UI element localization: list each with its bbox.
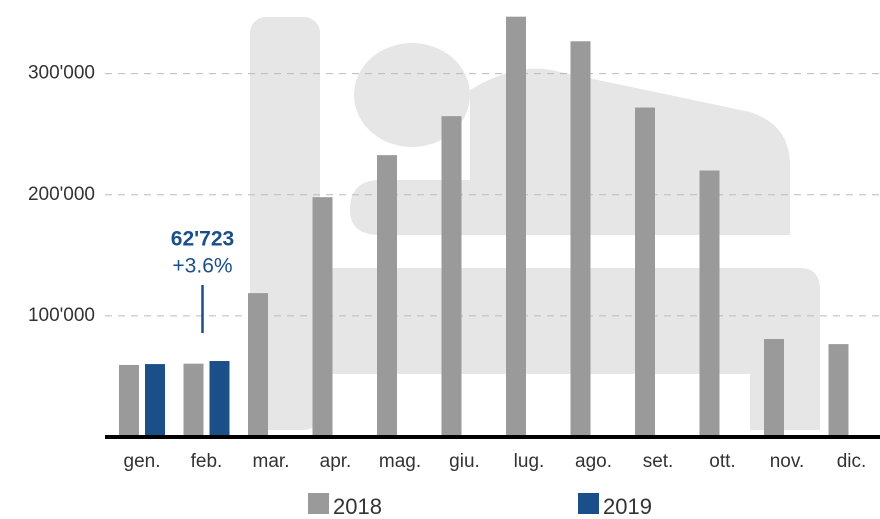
x-tick-label: lug.: [514, 451, 545, 472]
x-tick-label: gen.: [124, 451, 161, 472]
x-tick-label: mag.: [379, 451, 421, 472]
bar: [506, 16, 526, 437]
bar: [377, 155, 397, 437]
x-tick-label: giu.: [449, 451, 480, 472]
bar: [183, 363, 204, 437]
x-tick-label: ago.: [575, 451, 612, 472]
bar: [635, 107, 655, 437]
bar: [570, 41, 591, 438]
bed-icon: [250, 17, 820, 430]
x-tick-label: dic.: [837, 451, 867, 472]
bar: [209, 361, 230, 437]
bar: [312, 197, 333, 437]
x-tick-label: apr.: [320, 451, 352, 472]
bar: [145, 364, 165, 437]
x-tick-label: feb.: [191, 451, 223, 472]
legend-label: 2019: [603, 494, 652, 519]
y-tick-label: 100'000: [28, 305, 95, 326]
y-tick-label: 300'000: [28, 63, 95, 84]
legend-swatch: [578, 493, 599, 514]
bar: [764, 339, 784, 437]
x-tick-label: mar.: [253, 451, 290, 472]
value-label: 62'723: [171, 228, 234, 251]
x-tick-label: ott.: [709, 451, 735, 472]
x-tick-label: set.: [643, 451, 674, 472]
legend-label: 2018: [333, 494, 382, 519]
y-tick-label: 200'000: [28, 184, 95, 205]
bar: [699, 170, 720, 438]
annotation: +3.6%: [172, 255, 232, 278]
x-tick-label: nov.: [770, 451, 805, 472]
bar: [441, 116, 462, 438]
bar: [828, 344, 849, 437]
legend-swatch: [308, 493, 329, 514]
bar: [248, 293, 268, 437]
bar: [119, 364, 139, 437]
